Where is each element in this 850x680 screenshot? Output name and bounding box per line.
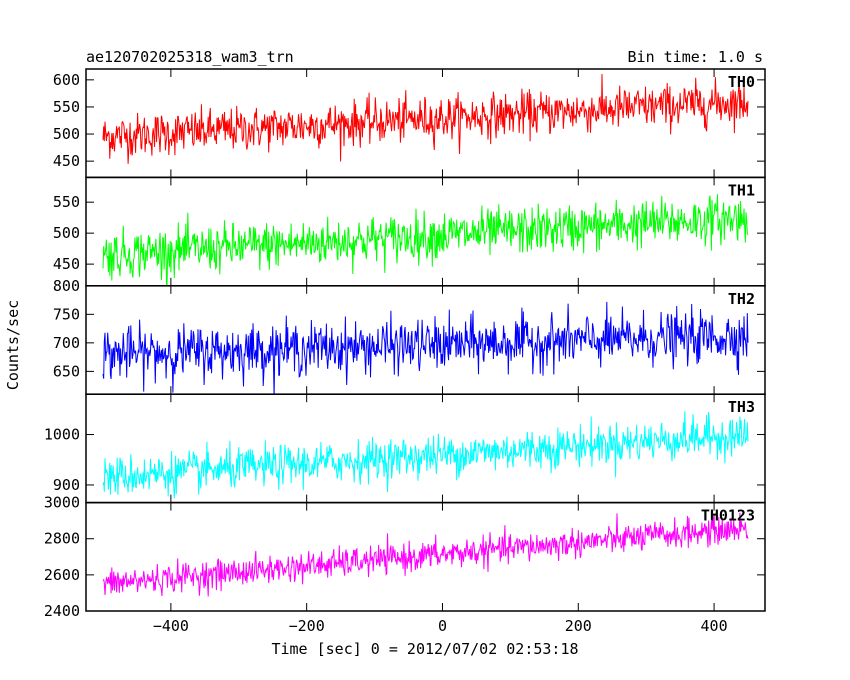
panel-frame (85, 501, 766, 612)
panel-label: TH0123 (701, 507, 755, 525)
y-axis-label: Counts/sec (4, 300, 22, 390)
y-tick-label: 500 (53, 224, 80, 242)
series-line-th0 (102, 73, 749, 164)
panel-label: TH3 (728, 398, 755, 416)
panels-group: 450 500 550 600 TH0 450 500 550 TH1 650 700 750 800 T… (44, 68, 766, 635)
panel-th3: 900 1000 TH3 (44, 393, 766, 504)
y-tick-label: 2600 (44, 566, 80, 584)
panel-label: TH2 (728, 290, 755, 308)
panel-th0: 450 500 550 600 TH0 (53, 68, 766, 179)
y-tick-label: 750 (53, 305, 80, 323)
y-tick-label: 700 (53, 334, 80, 352)
x-axis-label: Time [sec] 0 = 2012/07/02 02:53:18 (271, 640, 578, 658)
y-tick-label: 3000 (44, 494, 80, 512)
panel-th1: 450 500 550 TH1 (53, 176, 766, 287)
series-line-th1 (102, 194, 749, 286)
series-line-th3 (102, 411, 749, 499)
y-tick-label: 1000 (44, 426, 80, 444)
y-tick-label: 550 (53, 98, 80, 116)
series-line-th2 (102, 301, 749, 395)
y-tick-label: 450 (53, 152, 80, 170)
chart-title: ae120702025318_wam3_trn (86, 48, 294, 66)
x-tick-label: 400 (701, 617, 728, 635)
x-tick-label: 200 (565, 617, 592, 635)
x-tick-label: 0 (438, 617, 447, 635)
y-tick-label: 500 (53, 125, 80, 143)
panel-label: TH0 (728, 73, 755, 91)
bin-time-label: Bin time: 1.0 s (628, 48, 763, 66)
panel-label: TH1 (728, 181, 755, 199)
y-tick-label: 650 (53, 362, 80, 380)
y-tick-label: 800 (53, 277, 80, 295)
y-tick-label: 600 (53, 71, 80, 89)
y-tick-label: 450 (53, 255, 80, 273)
series-line-th0123 (102, 512, 749, 597)
panel-th0123: 2400 2600 2800 3000 TH0123 (44, 494, 766, 620)
x-tick-label: −400 (153, 617, 189, 635)
y-tick-label: 550 (53, 193, 80, 211)
y-tick-label: 2400 (44, 602, 80, 620)
panel-th2: 650 700 750 800 TH2 (53, 277, 766, 395)
y-tick-label: 900 (53, 476, 80, 494)
x-tick-label: −200 (289, 617, 325, 635)
y-tick-label: 2800 (44, 530, 80, 548)
